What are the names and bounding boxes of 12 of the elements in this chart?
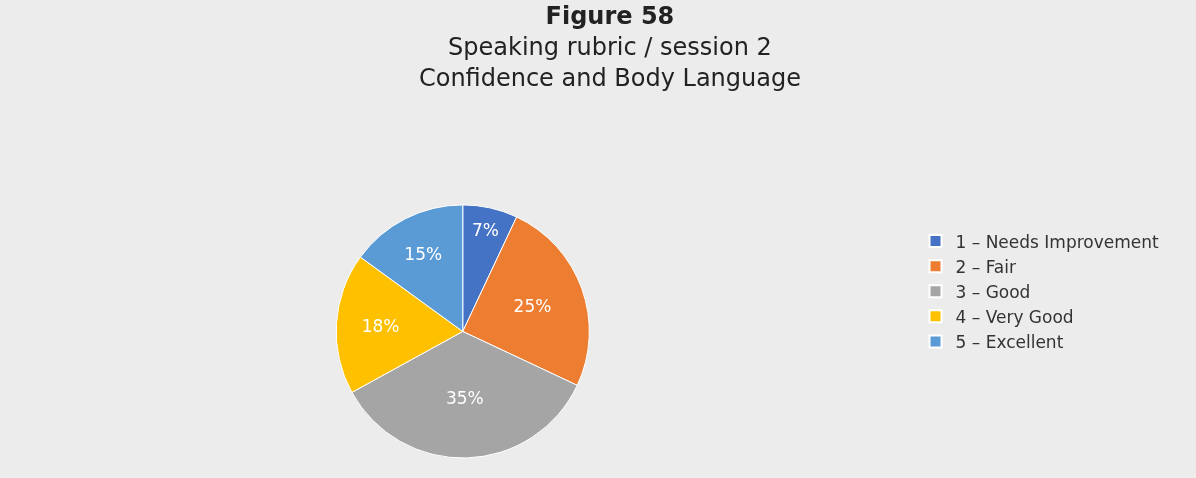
data-label: 25% bbox=[513, 296, 552, 317]
data-label: 35% bbox=[445, 388, 484, 409]
legend-label: 4 – Very Good bbox=[955, 306, 1074, 327]
legend-label: 3 – Good bbox=[955, 281, 1031, 302]
legend-label: 2 – Fair bbox=[955, 256, 1016, 277]
chart-title: Figure 58 bbox=[545, 1, 675, 30]
data-label: 7% bbox=[471, 220, 499, 241]
chart-subtitle: Speaking rubric / session 2 Confidence and Body Language bbox=[418, 33, 801, 93]
legend-label: 1 – Needs Improvement bbox=[955, 231, 1160, 252]
legend-label: 5 – Excellent bbox=[955, 332, 1064, 353]
data-label: 18% bbox=[361, 316, 400, 337]
data-label: 15% bbox=[404, 243, 443, 264]
